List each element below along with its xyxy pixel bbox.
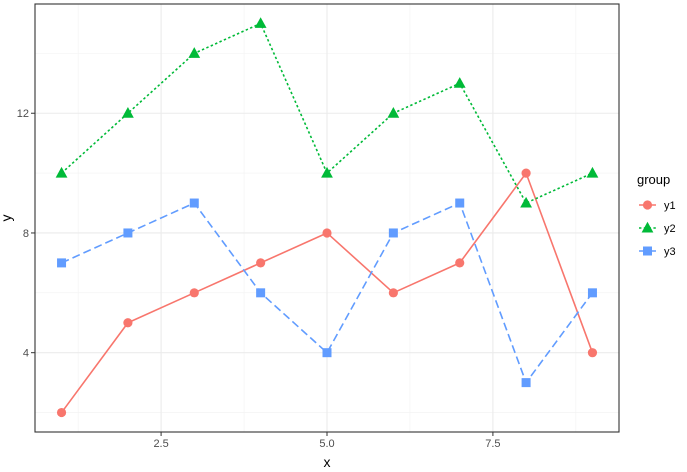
data-point-y2 [387,107,400,118]
data-point-y2 [586,166,599,178]
series-layer [55,17,599,418]
data-point-y2 [453,77,466,88]
legend-key-marker [642,200,653,210]
series-y2 [55,17,599,208]
legend-item-y3: y3 [639,246,676,258]
x-tick-label: 2.5 [153,438,168,450]
data-point-y1 [455,258,465,268]
legend-label: y1 [664,200,676,212]
data-point-y3 [587,288,597,298]
data-point-y2 [520,196,532,208]
x-tick-label: 5.0 [319,438,334,450]
data-point-y1 [388,288,398,298]
x-tick-label: 7.5 [485,438,500,450]
legend-item-y2: y2 [639,221,676,235]
legend-title: group [637,172,670,187]
data-point-y2 [254,17,267,28]
series-line-y3 [61,202,594,384]
data-point-y3 [322,348,332,358]
data-point-y2 [122,107,134,118]
data-point-y2 [55,166,68,178]
data-point-y3 [455,198,465,208]
series-y1 [56,168,598,418]
series-line-y2 [61,22,593,204]
data-point-y1 [56,407,67,418]
data-point-y3 [57,258,67,268]
data-point-y3 [388,228,398,238]
data-point-y1 [189,288,199,298]
data-point-y1 [123,318,133,328]
x-axis: 2.5 5.0 7.5 [153,432,501,450]
data-point-y3 [189,198,199,208]
data-point-y3 [123,228,133,238]
data-point-y1 [587,348,598,358]
legend-label: y3 [664,246,676,258]
data-point-y2 [188,47,201,58]
y-axis-title: y [0,215,14,222]
data-point-y1 [322,228,332,238]
legend-key-marker [643,246,652,256]
data-point-y1 [521,168,531,178]
legend: group y1 y2 y3 [637,172,676,258]
y-tick-label: 12 [17,108,29,120]
data-point-y1 [256,258,266,268]
data-point-y3 [256,288,266,298]
y-axis: 4 8 12 [17,108,35,360]
data-point-y2 [321,166,333,178]
series-y3 [57,198,597,388]
data-point-y3 [521,378,531,388]
legend-label: y2 [664,223,676,235]
x-axis-title: x [324,454,331,470]
legend-key-marker [641,221,654,233]
y-tick-label: 8 [23,228,29,240]
y-tick-label: 4 [23,348,29,360]
legend-item-y1: y1 [639,200,676,212]
